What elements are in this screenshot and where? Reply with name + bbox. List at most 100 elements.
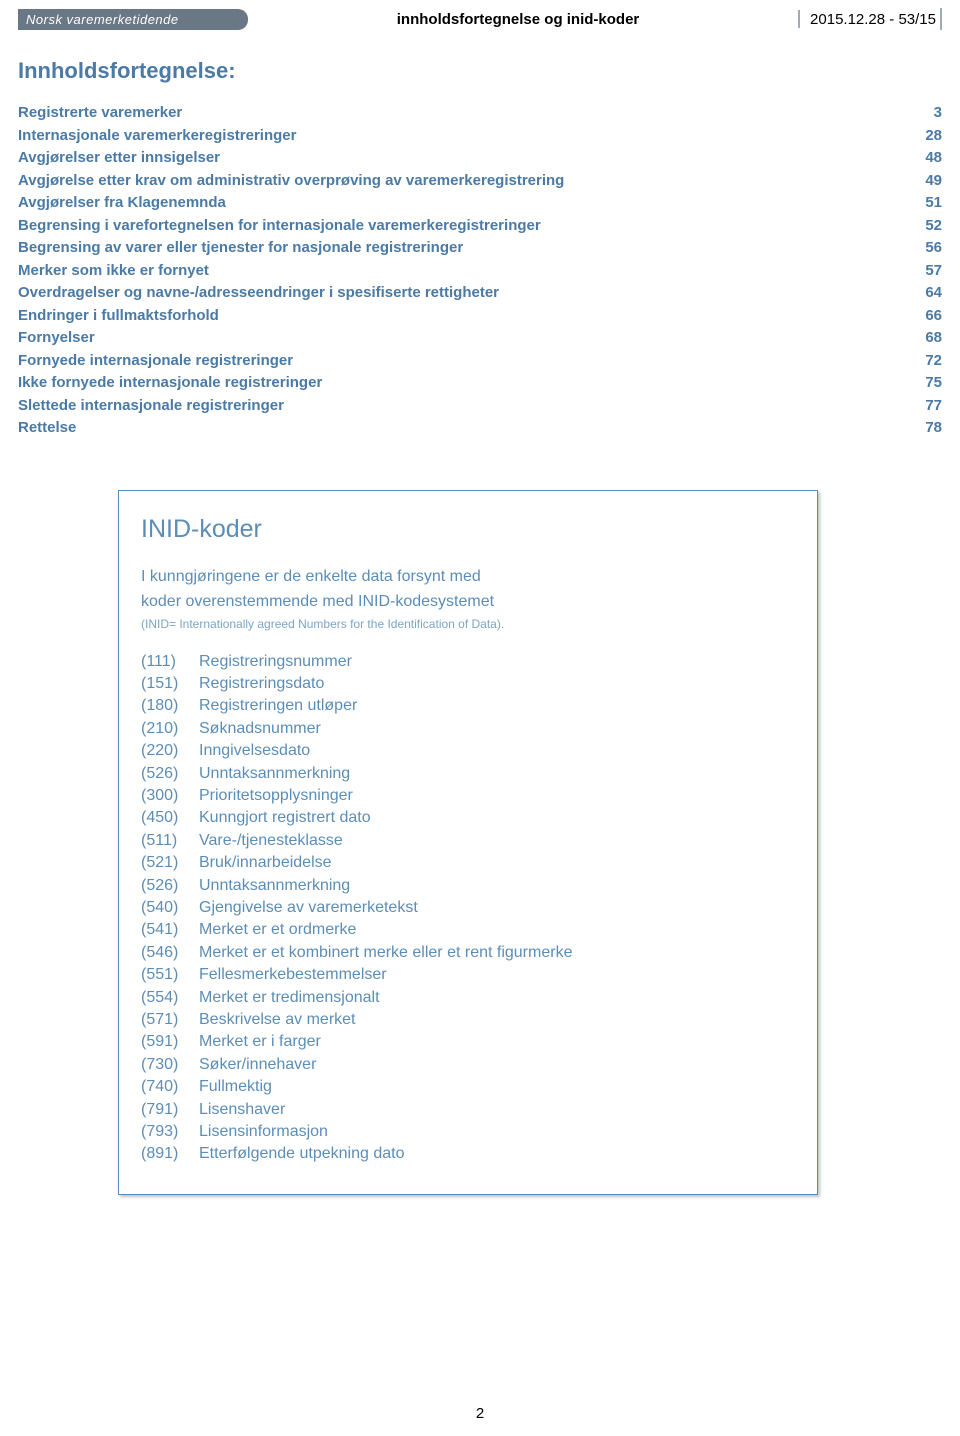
inid-code-item: (791)Lisenshaver	[141, 1099, 795, 1121]
toc-row: Fornyede internasjonale registreringer 72	[18, 350, 942, 373]
toc-page-number: 51	[925, 192, 942, 215]
toc-row: Begrensing i varefortegnelsen for intern…	[18, 215, 942, 238]
inid-code-number: (546)	[141, 942, 199, 964]
inid-code-item: (220)Inngivelsesdato	[141, 740, 795, 762]
inid-code-number: (526)	[141, 763, 199, 785]
toc-label: Avgjørelser fra Klagenemnda	[18, 192, 226, 215]
inid-code-item: (210)Søknadsnummer	[141, 718, 795, 740]
inid-code-number: (180)	[141, 695, 199, 717]
inid-code-item: (554)Merket er tredimensjonalt	[141, 987, 795, 1009]
inid-code-item: (540)Gjengivelse av varemerketekst	[141, 897, 795, 919]
inid-code-number: (300)	[141, 785, 199, 807]
inid-code-number: (521)	[141, 852, 199, 874]
inid-code-description: Kunngjort registrert dato	[199, 807, 795, 829]
inid-code-description: Etterfølgende utpekning dato	[199, 1143, 795, 1165]
toc-page-number: 75	[925, 372, 942, 395]
toc-page-number: 78	[925, 417, 942, 440]
inid-code-number: (554)	[141, 987, 199, 1009]
toc-page-number: 57	[925, 260, 942, 283]
inid-subtitle: (INID= Internationally agreed Numbers fo…	[141, 617, 795, 631]
toc-page-number: 66	[925, 305, 942, 328]
inid-code-description: Unntaksannmerkning	[199, 763, 795, 785]
toc-label: Slettede internasjonale registreringer	[18, 395, 284, 418]
toc-page-number: 72	[925, 350, 942, 373]
toc-label: Ikke fornyede internasjonale registrerin…	[18, 372, 322, 395]
toc-label: Avgjørelse etter krav om administrativ o…	[18, 170, 564, 193]
inid-code-description: Registreringen utløper	[199, 695, 795, 717]
toc-label: Begrensing av varer eller tjenester for …	[18, 237, 463, 260]
toc-row: Avgjørelse etter krav om administrativ o…	[18, 170, 942, 193]
toc-page-number: 77	[925, 395, 942, 418]
logo-banner: Norsk varemerketidende	[18, 9, 248, 30]
inid-code-item: (450)Kunngjort registrert dato	[141, 807, 795, 829]
header-issue-date: 2015.12.28 - 53/15	[810, 8, 942, 30]
inid-code-item: (526)Unntaksannmerkning	[141, 875, 795, 897]
toc-row: Registrerte varemerker 3	[18, 102, 942, 125]
toc-label: Internasjonale varemerkeregistreringer	[18, 125, 296, 148]
inid-code-description: Merket er et ordmerke	[199, 919, 795, 941]
inid-code-item: (793)Lisensinformasjon	[141, 1121, 795, 1143]
toc-label: Fornyede internasjonale registreringer	[18, 350, 293, 373]
inid-code-description: Merket er et kombinert merke eller et re…	[199, 942, 795, 964]
toc-page-number: 3	[934, 102, 942, 125]
toc-page-number: 56	[925, 237, 942, 260]
inid-code-description: Registreringsdato	[199, 673, 795, 695]
inid-code-description: Merket er tredimensjonalt	[199, 987, 795, 1009]
toc-label: Begrensing i varefortegnelsen for intern…	[18, 215, 541, 238]
toc-page-number: 64	[925, 282, 942, 305]
inid-code-description: Merket er i farger	[199, 1031, 795, 1053]
toc-page-number: 28	[925, 125, 942, 148]
inid-intro-line: I kunngjøringene er de enkelte data fors…	[141, 566, 795, 588]
inid-code-item: (521)Bruk/innarbeidelse	[141, 852, 795, 874]
inid-code-description: Søker/innehaver	[199, 1054, 795, 1076]
toc-label: Rettelse	[18, 417, 76, 440]
page-number: 2	[0, 1405, 960, 1422]
toc-label: Registrerte varemerker	[18, 102, 182, 125]
inid-code-item: (511)Vare-/tjenesteklasse	[141, 830, 795, 852]
inid-code-item: (180)Registreringen utløper	[141, 695, 795, 717]
inid-code-number: (791)	[141, 1099, 199, 1121]
inid-code-item: (571)Beskrivelse av merket	[141, 1009, 795, 1031]
inid-code-description: Unntaksannmerkning	[199, 875, 795, 897]
toc-row: Internasjonale varemerkeregistreringer 28	[18, 125, 942, 148]
toc-row: Rettelse 78	[18, 417, 942, 440]
inid-code-number: (511)	[141, 830, 199, 852]
inid-code-item: (111)Registreringsnummer	[141, 651, 795, 673]
toc-row: Fornyelser 68	[18, 327, 942, 350]
toc-label: Merker som ikke er fornyet	[18, 260, 209, 283]
inid-code-item: (740)Fullmektig	[141, 1076, 795, 1098]
inid-code-description: Fellesmerkebestemmelser	[199, 964, 795, 986]
toc-row: Overdragelser og navne-/adresseendringer…	[18, 282, 942, 305]
inid-code-description: Vare-/tjenesteklasse	[199, 830, 795, 852]
inid-code-item: (546)Merket er et kombinert merke eller …	[141, 942, 795, 964]
table-of-contents: Registrerte varemerker3Internasjonale va…	[18, 102, 942, 440]
inid-code-description: Gjengivelse av varemerketekst	[199, 897, 795, 919]
toc-label: Avgjørelser etter innsigelser	[18, 147, 220, 170]
inid-code-list: (111)Registreringsnummer(151)Registrerin…	[141, 651, 795, 1166]
toc-page-number: 52	[925, 215, 942, 238]
toc-page-number: 48	[925, 147, 942, 170]
inid-title: INID-koder	[141, 515, 795, 544]
inid-intro-line: koder overenstemmende med INID-kodesyste…	[141, 591, 795, 613]
toc-page-number: 68	[925, 327, 942, 350]
inid-code-description: Søknadsnummer	[199, 718, 795, 740]
toc-page-number: 49	[925, 170, 942, 193]
toc-row: Avgjørelser etter innsigelser 48	[18, 147, 942, 170]
toc-row: Avgjørelser fra Klagenemnda 51	[18, 192, 942, 215]
inid-code-number: (540)	[141, 897, 199, 919]
inid-code-number: (151)	[141, 673, 199, 695]
inid-code-number: (793)	[141, 1121, 199, 1143]
toc-row: Slettede internasjonale registreringer 77	[18, 395, 942, 418]
inid-code-number: (220)	[141, 740, 199, 762]
toc-row: Merker som ikke er fornyet 57	[18, 260, 942, 283]
inid-code-number: (591)	[141, 1031, 199, 1053]
inid-code-number: (740)	[141, 1076, 199, 1098]
inid-code-item: (300)Prioritetsopplysninger	[141, 785, 795, 807]
inid-code-item: (541)Merket er et ordmerke	[141, 919, 795, 941]
inid-code-item: (551)Fellesmerkebestemmelser	[141, 964, 795, 986]
header-bar: Norsk varemerketidende innholdsfortegnel…	[18, 8, 942, 30]
toc-label: Fornyelser	[18, 327, 95, 350]
header-divider	[798, 10, 800, 28]
inid-code-item: (591)Merket er i farger	[141, 1031, 795, 1053]
inid-code-number: (526)	[141, 875, 199, 897]
